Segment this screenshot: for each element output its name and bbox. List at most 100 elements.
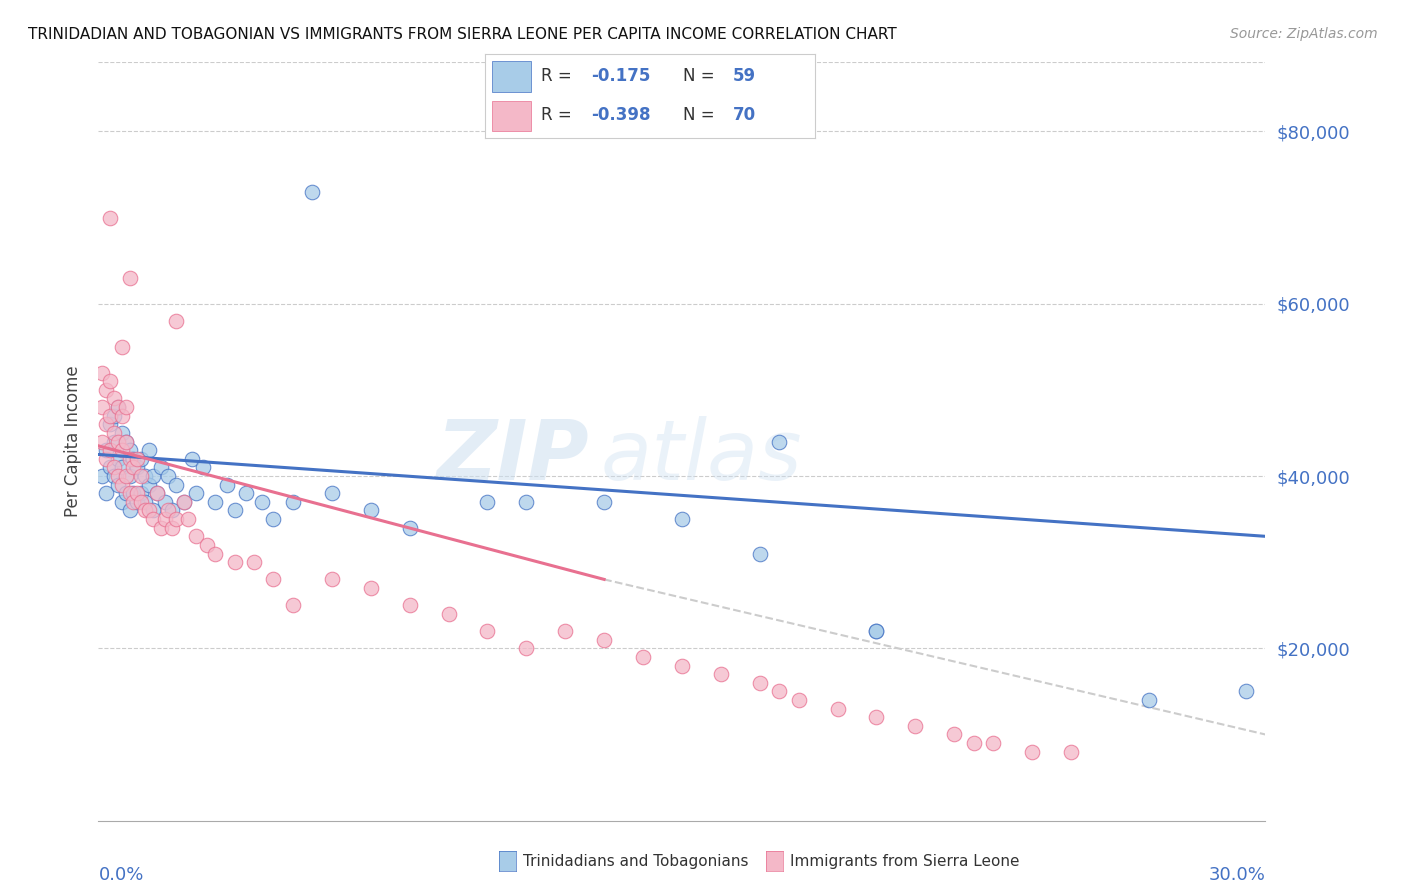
Point <box>281 495 304 509</box>
Point <box>91 469 114 483</box>
Bar <box>492 101 531 131</box>
Point <box>149 460 172 475</box>
Point <box>162 521 184 535</box>
Point <box>107 400 129 414</box>
Point <box>138 477 160 491</box>
Text: -0.175: -0.175 <box>591 68 650 86</box>
Point <box>943 727 966 741</box>
Point <box>107 477 129 491</box>
Bar <box>492 62 531 92</box>
Point <box>153 512 176 526</box>
Point <box>107 469 129 483</box>
Point <box>118 486 141 500</box>
Point <box>193 460 215 475</box>
Point <box>477 495 499 509</box>
Point <box>142 512 165 526</box>
Point <box>111 460 134 475</box>
Point <box>118 469 141 483</box>
Point <box>398 521 420 535</box>
Text: R =: R = <box>541 68 578 86</box>
Point <box>122 486 145 500</box>
Point <box>262 512 284 526</box>
Point <box>118 443 141 458</box>
Point <box>98 417 121 432</box>
Point <box>515 641 537 656</box>
Point <box>118 451 141 466</box>
Point <box>122 460 145 475</box>
Point <box>118 270 141 285</box>
Text: ZIP: ZIP <box>436 417 589 497</box>
Point <box>91 434 114 449</box>
Point <box>1021 745 1043 759</box>
Point <box>671 512 693 526</box>
Point <box>157 503 180 517</box>
Text: 70: 70 <box>733 106 756 124</box>
Point <box>111 425 134 440</box>
Point <box>98 211 121 225</box>
Point <box>111 495 134 509</box>
Point <box>114 434 136 449</box>
Point <box>281 599 304 613</box>
Point <box>129 495 152 509</box>
Point <box>904 719 927 733</box>
Point <box>96 417 118 432</box>
Text: -0.398: -0.398 <box>591 106 651 124</box>
Point <box>114 434 136 449</box>
Point <box>865 624 887 639</box>
Y-axis label: Per Capita Income: Per Capita Income <box>65 366 83 517</box>
Point <box>103 425 125 440</box>
Point <box>243 555 266 569</box>
Point <box>768 434 790 449</box>
Text: N =: N = <box>683 106 720 124</box>
Point <box>1234 684 1257 698</box>
Point <box>768 684 790 698</box>
Point <box>515 495 537 509</box>
Point <box>165 512 187 526</box>
Text: Source: ZipAtlas.com: Source: ZipAtlas.com <box>1230 27 1378 41</box>
Point <box>91 400 114 414</box>
Point <box>321 573 343 587</box>
Point <box>129 486 152 500</box>
Point <box>122 451 145 466</box>
Text: Trinidadians and Tobagonians: Trinidadians and Tobagonians <box>523 855 748 869</box>
Point <box>215 477 238 491</box>
Point <box>224 503 246 517</box>
Point <box>437 607 460 621</box>
Point <box>114 486 136 500</box>
Point <box>107 451 129 466</box>
Point <box>224 555 246 569</box>
Point <box>593 632 616 647</box>
Point <box>129 469 152 483</box>
Text: Immigrants from Sierra Leone: Immigrants from Sierra Leone <box>790 855 1019 869</box>
Point <box>195 538 218 552</box>
Point <box>103 392 125 406</box>
Text: atlas: atlas <box>600 417 801 497</box>
Point <box>153 495 176 509</box>
Point <box>98 443 121 458</box>
Point <box>122 495 145 509</box>
Point <box>98 374 121 388</box>
Text: 59: 59 <box>733 68 756 86</box>
Point <box>360 503 382 517</box>
Point <box>146 486 169 500</box>
Point <box>98 409 121 423</box>
Point <box>107 400 129 414</box>
Point <box>593 495 616 509</box>
Point <box>1137 693 1160 707</box>
Point <box>173 495 195 509</box>
Point <box>114 400 136 414</box>
Point <box>142 503 165 517</box>
Point <box>96 443 118 458</box>
Point <box>177 512 200 526</box>
Point <box>111 409 134 423</box>
Point <box>1060 745 1083 759</box>
Point <box>360 581 382 595</box>
Point <box>631 649 654 664</box>
Text: N =: N = <box>683 68 720 86</box>
Point <box>134 495 156 509</box>
Point <box>114 469 136 483</box>
Point <box>981 736 1004 750</box>
Point <box>107 434 129 449</box>
Point <box>149 521 172 535</box>
Point <box>138 443 160 458</box>
